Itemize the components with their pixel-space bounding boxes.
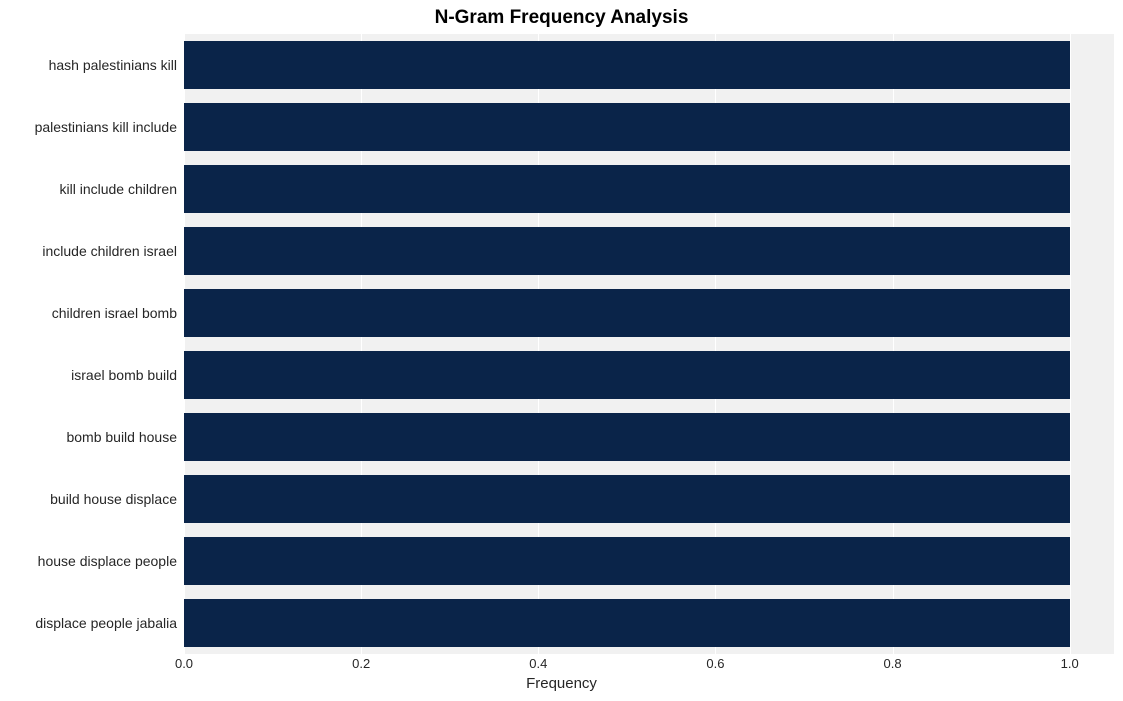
bar xyxy=(184,599,1070,647)
x-tick-label: 0.0 xyxy=(175,656,193,671)
y-tick-label: hash palestinians kill xyxy=(0,57,177,73)
y-tick-label: include children israel xyxy=(0,243,177,259)
x-tick-label: 0.8 xyxy=(884,656,902,671)
y-tick-label: israel bomb build xyxy=(0,367,177,383)
y-tick-label: build house displace xyxy=(0,491,177,507)
x-tick-label: 0.4 xyxy=(529,656,547,671)
bar xyxy=(184,413,1070,461)
bar xyxy=(184,537,1070,585)
plot-area xyxy=(184,34,1114,654)
x-tick-label: 1.0 xyxy=(1061,656,1079,671)
bar xyxy=(184,475,1070,523)
bar xyxy=(184,103,1070,151)
x-tick-label: 0.6 xyxy=(706,656,724,671)
bar xyxy=(184,289,1070,337)
y-tick-label: kill include children xyxy=(0,181,177,197)
y-tick-label: house displace people xyxy=(0,553,177,569)
x-axis-label: Frequency xyxy=(0,675,1123,692)
bar xyxy=(184,227,1070,275)
bar xyxy=(184,351,1070,399)
y-tick-label: palestinians kill include xyxy=(0,119,177,135)
x-tick-label: 0.2 xyxy=(352,656,370,671)
gridline-vertical xyxy=(1070,34,1071,654)
bar xyxy=(184,41,1070,89)
ngram-frequency-chart: N-Gram Frequency Analysis Frequency hash… xyxy=(0,0,1123,701)
y-tick-label: displace people jabalia xyxy=(0,615,177,631)
bar xyxy=(184,165,1070,213)
y-tick-label: children israel bomb xyxy=(0,305,177,321)
y-tick-label: bomb build house xyxy=(0,429,177,445)
chart-title: N-Gram Frequency Analysis xyxy=(0,7,1123,29)
